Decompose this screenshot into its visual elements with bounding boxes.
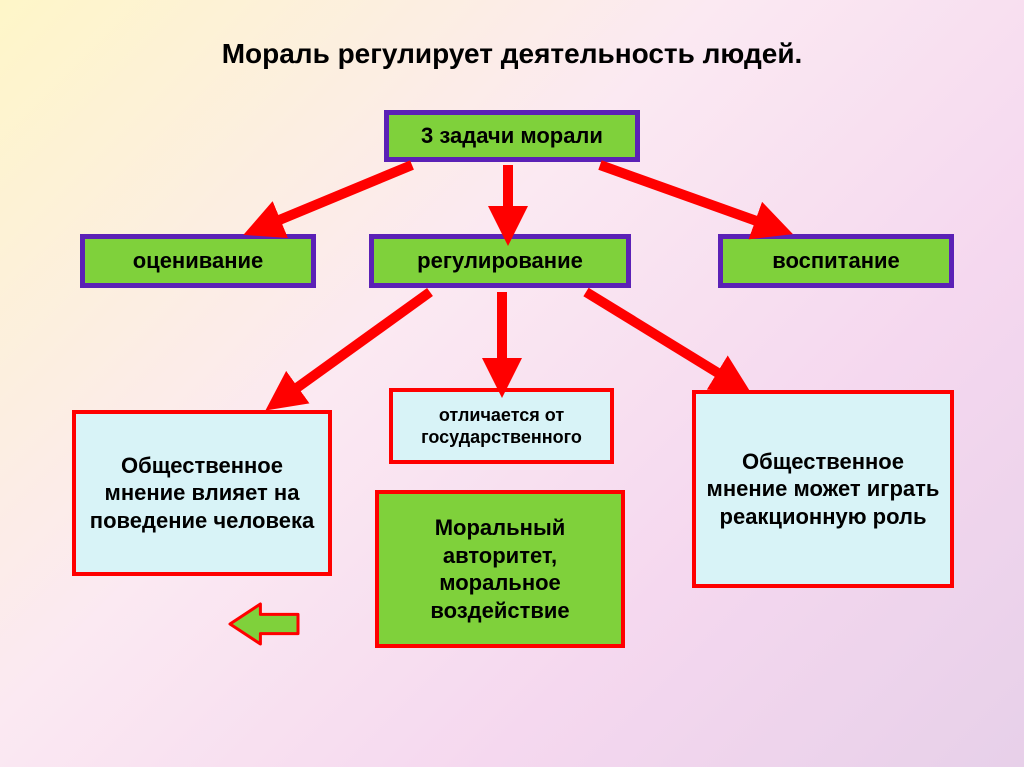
node-authority-label: Моральный авторитет, моральное воздейств… [385,514,615,624]
node-education: воспитание [718,234,954,288]
node-opinion-behavior-label: Общественное мнение влияет на поведение … [82,452,322,535]
node-differs-label: отличается от государственного [399,404,604,449]
node-differs: отличается от государственного [389,388,614,464]
node-opinion-reaction: Общественное мнение может играть реакцио… [692,390,954,588]
diagram-title: Мораль регулирует деятельность людей. [0,38,1024,70]
diagram-container: Мораль регулирует деятельность людей. 3 … [0,0,1024,767]
node-opinion-behavior: Общественное мнение влияет на поведение … [72,410,332,576]
node-regulation: регулирование [369,234,631,288]
node-opinion-reaction-label: Общественное мнение может играть реакцио… [702,448,944,531]
node-eval-label: оценивание [133,247,264,275]
node-root: 3 задачи морали [384,110,640,162]
node-root-label: 3 задачи морали [421,122,603,150]
node-edu-label: воспитание [772,247,900,275]
node-evaluation: оценивание [80,234,316,288]
node-authority: Моральный авторитет, моральное воздейств… [375,490,625,648]
left-arrow-icon [228,602,300,646]
node-reg-label: регулирование [417,247,583,275]
